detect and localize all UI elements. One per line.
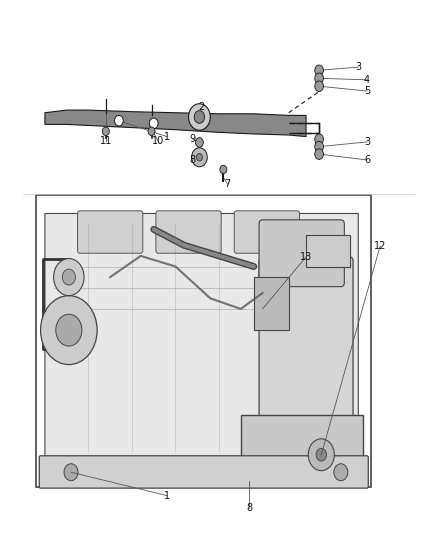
Text: 10: 10 bbox=[152, 136, 164, 146]
Circle shape bbox=[64, 464, 78, 481]
Text: 5: 5 bbox=[364, 86, 370, 96]
Text: 6: 6 bbox=[364, 155, 370, 165]
FancyBboxPatch shape bbox=[36, 195, 371, 487]
Circle shape bbox=[315, 73, 323, 84]
Text: 8: 8 bbox=[190, 156, 196, 165]
Circle shape bbox=[115, 115, 123, 126]
Circle shape bbox=[148, 127, 155, 135]
Circle shape bbox=[53, 259, 84, 296]
FancyBboxPatch shape bbox=[259, 220, 344, 287]
Circle shape bbox=[315, 141, 323, 152]
Text: 3: 3 bbox=[364, 137, 370, 147]
Circle shape bbox=[102, 127, 110, 135]
Polygon shape bbox=[45, 214, 358, 468]
Text: 1: 1 bbox=[164, 490, 170, 500]
FancyBboxPatch shape bbox=[259, 257, 353, 435]
Circle shape bbox=[334, 464, 348, 481]
Circle shape bbox=[315, 134, 323, 144]
FancyBboxPatch shape bbox=[78, 211, 143, 253]
Text: 1: 1 bbox=[164, 132, 170, 142]
FancyBboxPatch shape bbox=[234, 211, 300, 253]
Text: 4: 4 bbox=[364, 75, 370, 85]
Text: 9: 9 bbox=[190, 134, 196, 144]
FancyBboxPatch shape bbox=[156, 211, 221, 253]
Circle shape bbox=[149, 118, 158, 128]
Text: 13: 13 bbox=[300, 252, 312, 262]
FancyBboxPatch shape bbox=[254, 277, 289, 330]
FancyBboxPatch shape bbox=[39, 456, 368, 488]
Circle shape bbox=[191, 148, 207, 167]
Polygon shape bbox=[45, 110, 306, 136]
Text: 3: 3 bbox=[355, 62, 361, 72]
Circle shape bbox=[315, 149, 323, 159]
Text: 11: 11 bbox=[100, 136, 112, 146]
Circle shape bbox=[220, 165, 227, 174]
Circle shape bbox=[195, 138, 203, 147]
Circle shape bbox=[316, 448, 326, 461]
Circle shape bbox=[196, 154, 202, 161]
Circle shape bbox=[194, 111, 205, 123]
Circle shape bbox=[315, 81, 323, 92]
FancyBboxPatch shape bbox=[241, 415, 363, 479]
Circle shape bbox=[41, 296, 97, 365]
Circle shape bbox=[56, 314, 82, 346]
Circle shape bbox=[315, 65, 323, 76]
Text: 8: 8 bbox=[247, 503, 253, 513]
Circle shape bbox=[188, 104, 210, 130]
Circle shape bbox=[308, 439, 334, 471]
Text: 12: 12 bbox=[374, 241, 386, 252]
Text: 7: 7 bbox=[225, 179, 231, 189]
Circle shape bbox=[62, 269, 75, 285]
Text: 2: 2 bbox=[198, 102, 205, 112]
FancyBboxPatch shape bbox=[306, 235, 350, 266]
